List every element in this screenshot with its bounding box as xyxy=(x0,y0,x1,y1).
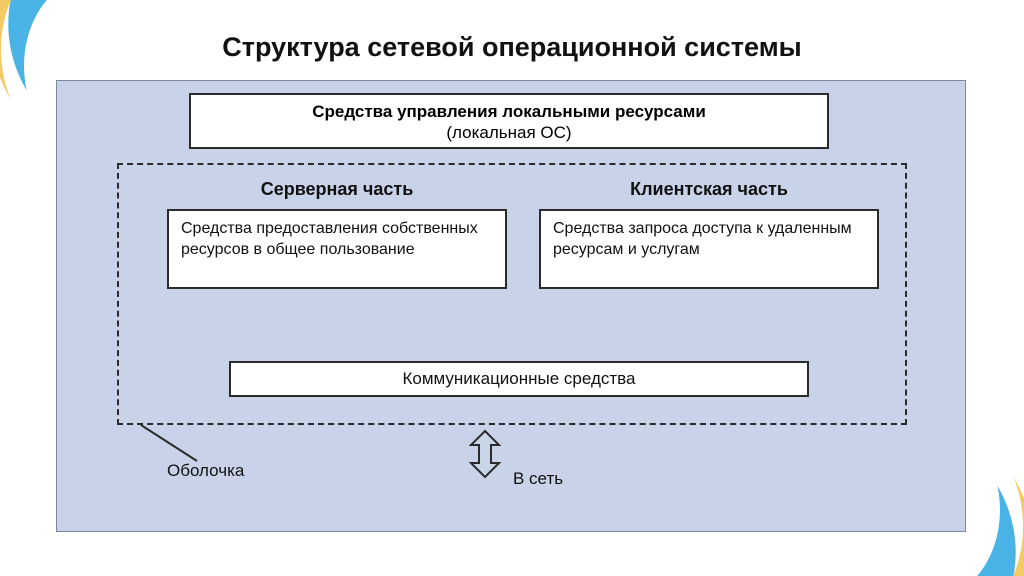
shell-dashed-panel: Серверная часть Клиентская часть Средств… xyxy=(117,163,907,425)
shell-label: Оболочка xyxy=(167,461,244,481)
outer-panel: Средства управления локальными ресурсами… xyxy=(56,80,966,532)
shell-callout-line xyxy=(139,425,219,465)
local-os-box: Средства управления локальными ресурсами… xyxy=(189,93,829,149)
client-part-header: Клиентская часть xyxy=(539,179,879,200)
slide: Структура сетевой операционной системы С… xyxy=(0,0,1024,576)
client-part-box: Средства запроса доступа к удаленным рес… xyxy=(539,209,879,289)
server-part-header: Серверная часть xyxy=(167,179,507,200)
double-arrow-icon xyxy=(465,429,505,479)
network-label: В сеть xyxy=(513,469,563,489)
communication-box: Коммуникационные средства xyxy=(229,361,809,397)
local-os-line2: (локальная ОС) xyxy=(201,122,817,143)
local-os-line1: Средства управления локальными ресурсами xyxy=(201,101,817,122)
server-part-box: Средства предоставления собственных ресу… xyxy=(167,209,507,289)
slide-title: Структура сетевой операционной системы xyxy=(0,32,1024,63)
